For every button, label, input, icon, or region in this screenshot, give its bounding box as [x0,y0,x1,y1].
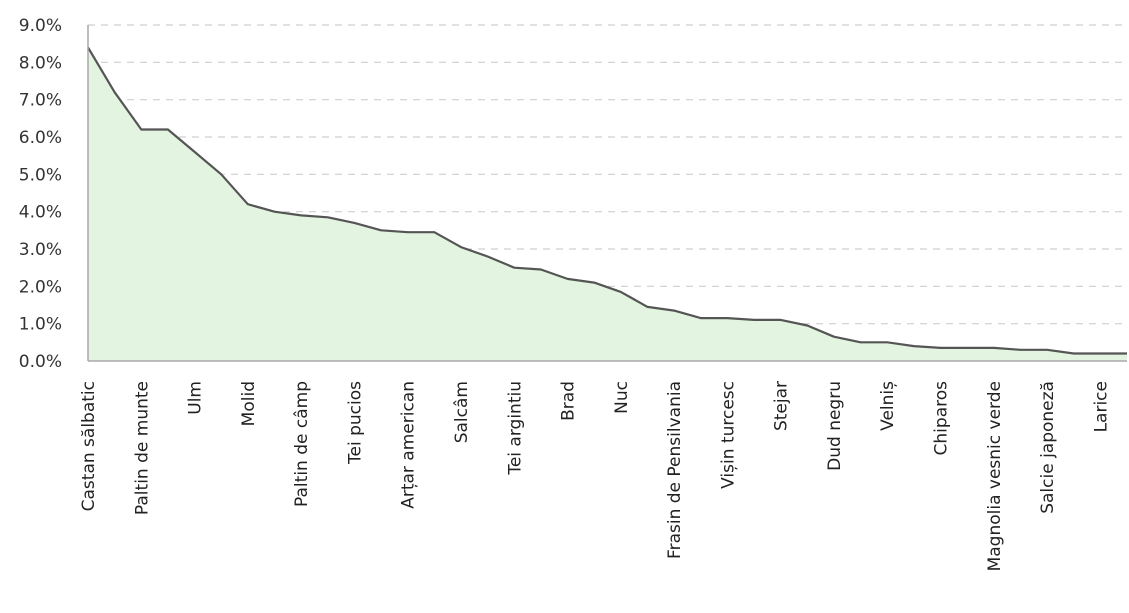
x-tick-label: Tei argintiu [505,381,525,476]
y-tick-label: 8.0% [19,53,62,73]
y-tick-label: 7.0% [19,91,62,111]
x-tick-label: Tei pucios [345,381,365,465]
x-tick-label: Chiparos [932,381,952,456]
x-tick-label: Castan sălbatic [79,381,99,511]
x-tick-label: Brad [559,381,579,421]
y-tick-label: 4.0% [19,203,62,223]
x-tick-label: Larice [1091,381,1111,432]
x-tick-label: Arțar american [399,381,419,509]
y-tick-label: 3.0% [19,240,62,260]
x-tick-labels: Castan sălbatic Paltin de munte Ulm Molid Pa… [79,381,1111,572]
x-tick-label: Salcie japoneză [1038,381,1058,514]
x-tick-label: Paltin de câmp [292,381,312,507]
y-tick-label: 2.0% [19,277,62,297]
y-tick-label: 0.0% [19,352,62,372]
x-tick-label: Frasin de Pensilvania [665,381,685,559]
x-tick-label: Dud negru [825,381,845,471]
x-tick-label: Vișin turcesc [718,381,738,489]
series-line [87,46,1127,355]
x-tick-label: Paltin de munte [132,381,152,515]
x-tick-label: Velniș [878,381,898,431]
x-tick-label: Magnolia vesnic verde [985,381,1005,571]
x-tick-label: Salcâm [452,381,472,443]
y-tick-label: 1.0% [19,315,62,335]
x-tick-label: Ulm [186,381,206,415]
x-tick-label: Nuc [612,381,632,414]
y-tick-label: 9.0% [19,16,62,36]
x-tick-label: Molid [239,381,259,426]
y-tick-labels: 0.0% 1.0% 2.0% 3.0% 4.0% 5.0% 6.0% 7.0% 8.0% 9.0% [19,16,62,372]
area-fill [88,47,1127,362]
y-tick-label: 6.0% [19,128,62,148]
x-tick-label: Stejar [772,381,792,431]
y-tick-label: 5.0% [19,165,62,185]
